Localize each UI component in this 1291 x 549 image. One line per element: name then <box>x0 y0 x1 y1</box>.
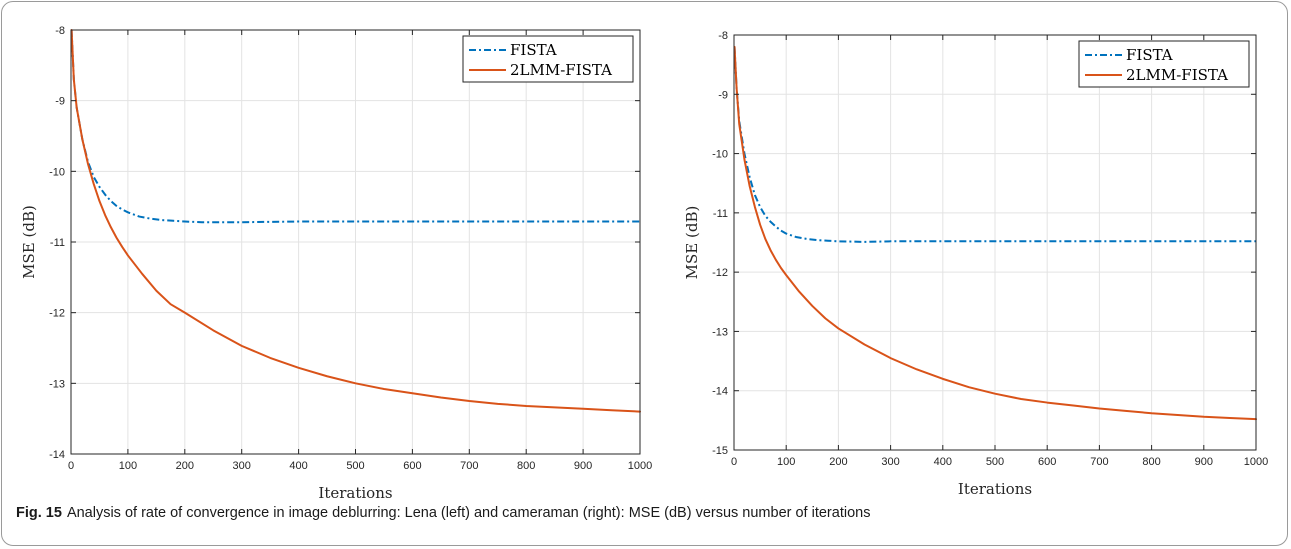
chart-1-x-tick-label: 700 <box>460 460 478 472</box>
chart-1-series-2lmm-fista-line <box>70 29 641 413</box>
chart-2-x-tick-label: 300 <box>881 456 899 468</box>
chart-2-y-tick-label: -12 <box>712 267 728 279</box>
chart-2-x-tick-label: 400 <box>934 456 952 468</box>
chart-1-y-tick-label: -14 <box>49 449 65 461</box>
chart-1-y-tick-label: -10 <box>49 166 65 178</box>
chart-2-y-tick-label: -10 <box>712 149 728 161</box>
chart-2-x-tick-label: 1000 <box>1244 456 1268 468</box>
chart-2-x-tick-label: 200 <box>829 456 847 468</box>
chart-2-series-fista-line <box>733 46 1256 243</box>
chart-2-y-tick-label: -11 <box>713 208 728 220</box>
chart-2-legend-label-fista: FISTA <box>1126 46 1173 64</box>
chart-1-y-tick-label: -8 <box>55 25 65 37</box>
chart-2-y-tick-label: -14 <box>712 386 728 398</box>
chart-2-x-tick-label: 700 <box>1090 456 1108 468</box>
chart-1-x-tick-label: 800 <box>517 460 535 472</box>
chart-2-legend-box <box>1078 40 1250 88</box>
chart-1-legend: FISTA 2LMM-FISTA <box>462 35 634 83</box>
chart-1-y-tick-label: -13 <box>49 378 65 390</box>
chart-2-y-axis-label: MSE (dB) <box>683 206 701 280</box>
chart-left: 0 100 200 300 400 500 600 700 800 900 1000 -14 -13 -1… <box>20 25 652 502</box>
chart-2-x-axis-label: Iterations <box>958 480 1032 498</box>
chart-1-x-tick-label: 300 <box>233 460 251 472</box>
chart-1-y-tick-label: -12 <box>49 308 65 320</box>
chart-1-x-tick-label: 600 <box>403 460 421 472</box>
chart-2-x-tick-label: 500 <box>986 456 1004 468</box>
chart-2-x-tick-label: 600 <box>1038 456 1056 468</box>
chart-1-x-tick-label: 200 <box>176 460 194 472</box>
chart-1-legend-label-2lmm-fista: 2LMM-FISTA <box>510 61 612 79</box>
chart-2-y-tick-label: -8 <box>718 30 728 42</box>
chart-1-y-tick-label: -9 <box>55 96 65 108</box>
chart-2-x-tick-label: 900 <box>1195 456 1213 468</box>
chart-1-y-tick-label: -11 <box>50 237 65 249</box>
chart-1-x-tick-label: 400 <box>289 460 307 472</box>
caption-text: Analysis of rate of convergence in image… <box>66 505 871 521</box>
chart-1-x-axis-label: Iterations <box>318 484 392 502</box>
chart-2-x-tick-label: 0 <box>731 456 737 468</box>
chart-2-y-tick-label: -15 <box>712 445 728 457</box>
chart-1-x-tick-label: 100 <box>119 460 137 472</box>
chart-1-legend-box <box>462 35 634 83</box>
chart-2-x-tick-label: 800 <box>1142 456 1160 468</box>
chart-2-y-tick-label: -13 <box>712 326 728 338</box>
chart-1-y-axis-label: MSE (dB) <box>20 205 38 279</box>
chart-1-x-tick-label: 0 <box>68 460 74 472</box>
chart-1-legend-label-fista: FISTA <box>510 41 557 59</box>
chart-2-series-2lmm-fista-line <box>733 45 1257 421</box>
figure-caption: Fig. 15 Analysis of rate of convergence i… <box>16 505 1276 521</box>
chart-1-x-tick-label: 1000 <box>628 460 652 472</box>
chart-2-legend: FISTA 2LMM-FISTA <box>1078 40 1250 88</box>
chart-right: 0 100 200 300 400 500 600 700 800 900 1000 -15 -14 -1… <box>683 30 1268 498</box>
figure-label: Fig. 15 <box>16 505 62 521</box>
chart-2-x-tick-label: 100 <box>777 456 795 468</box>
chart-2-y-tick-label: -9 <box>718 89 728 101</box>
chart-1-series-fista-line <box>70 29 640 224</box>
chart-1-x-tick-label: 500 <box>346 460 364 472</box>
chart-1-x-tick-label: 900 <box>574 460 592 472</box>
chart-2-legend-label-2lmm-fista: 2LMM-FISTA <box>1126 66 1228 84</box>
